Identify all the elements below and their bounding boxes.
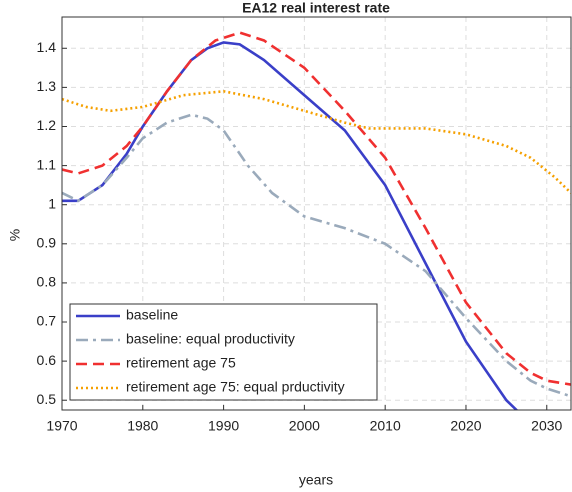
x-tick-label: 1990 — [208, 418, 239, 434]
series-line — [62, 41, 519, 410]
y-tick-label: 0.6 — [37, 352, 57, 368]
x-axis-label: years — [299, 472, 333, 488]
legend-label: retirement age 75 — [126, 355, 236, 371]
y-tick-label: 1 — [48, 195, 56, 211]
y-axis-label: % — [7, 229, 23, 241]
y-tick-label: 0.9 — [37, 235, 57, 251]
y-tick-label: 1.4 — [37, 39, 57, 55]
legend-label: baseline — [126, 307, 178, 323]
x-tick-label: 2030 — [531, 418, 562, 434]
y-tick-label: 1.1 — [37, 156, 57, 172]
plot-frame — [61, 16, 572, 411]
y-tick-label: 1.3 — [37, 78, 57, 94]
y-tick-label: 0.8 — [37, 274, 57, 290]
series-line — [62, 31, 571, 386]
chart-title: EA12 real interest rate — [242, 0, 390, 16]
y-tick-label: 0.7 — [37, 313, 57, 329]
y-tick-label: 0.5 — [37, 391, 57, 407]
x-tick-label: 2000 — [289, 418, 320, 434]
series-line — [62, 89, 571, 194]
x-tick-label: 1970 — [46, 418, 77, 434]
series-line — [62, 113, 571, 398]
y-tick-label: 1.2 — [37, 117, 57, 133]
legend-label: baseline: equal productivity — [126, 331, 295, 347]
x-tick-label: 1980 — [127, 418, 158, 434]
legend-label: retirement age 75: equal prductivity — [126, 379, 345, 395]
legend-box — [69, 303, 378, 401]
x-tick-label: 2010 — [370, 418, 401, 434]
x-tick-label: 2020 — [450, 418, 481, 434]
